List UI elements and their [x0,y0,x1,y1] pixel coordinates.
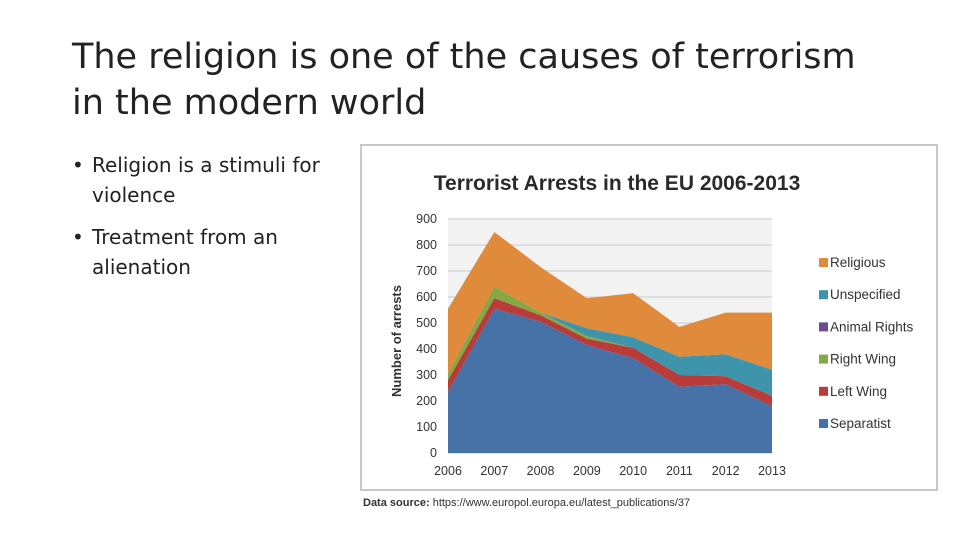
area-unspecified [448,286,772,396]
y-tick-label: 200 [416,394,437,408]
bullet-list: • Religion is a stimuli for violence • Tre… [72,150,362,294]
y-tick-label: 900 [416,212,437,226]
legend-label: Unspecified [830,287,901,302]
y-axis-label: Number of arrests [389,285,404,397]
y-tick-label: 300 [416,368,437,382]
legend-swatch [819,419,828,428]
data-source: Data source: https://www.europol.europa.… [363,497,690,509]
y-tick-label: 400 [416,342,437,356]
y-tick-label: 100 [416,420,437,434]
legend-swatch [819,354,828,364]
x-tick-label: 2011 [666,464,693,478]
stacked-area-chart: Terrorist Arrests in the EU 2006-2013 0 10… [389,172,914,478]
x-tick-label: 2010 [619,464,647,478]
chart-frame: Terrorist Arrests in the EU 2006-2013 0 10… [360,144,938,491]
y-tick-label: 700 [416,264,437,278]
x-tick-label: 2013 [758,464,786,478]
chart-title: Terrorist Arrests in the EU 2006-2013 [434,172,801,195]
area-left-wing [448,298,772,407]
legend-swatch [819,290,828,300]
area-religious [448,232,772,374]
legend-label: Animal Rights [830,319,914,334]
x-tick-label: 2009 [573,464,601,478]
area-separatist [448,308,772,453]
bullet-item: • Religion is a stimuli for violence [72,150,362,210]
legend-swatch [819,322,828,332]
data-source-label: Data source: [363,497,430,509]
legend-label: Right Wing [830,352,896,367]
y-tick-label: 800 [416,238,437,252]
legend-label: Left Wing [830,384,887,399]
y-tick-label: 500 [416,316,437,330]
bullet-text: Religion is a stimuli for violence [92,153,320,207]
bullet-item: • Treatment from an alienation [72,222,362,282]
data-source-url[interactable]: https://www.europol.europa.eu/latest_pub… [432,497,691,509]
legend-swatch [819,386,828,396]
bullet-dot: • [72,153,84,177]
y-tick-label: 600 [416,290,437,304]
x-tick-label: 2012 [712,464,740,478]
legend-label: Separatist [830,416,891,431]
x-tick-label: 2007 [480,464,508,478]
legend-swatch [819,258,828,267]
legend-label: Religious [830,255,886,270]
x-tick-label: 2006 [434,464,462,478]
slide-title: The religion is one of the causes of ter… [72,37,856,123]
bullet-dot: • [72,225,84,249]
x-tick-label: 2008 [527,464,555,478]
bullet-text: Treatment from an alienation [92,225,278,279]
y-tick-label: 0 [430,446,437,460]
